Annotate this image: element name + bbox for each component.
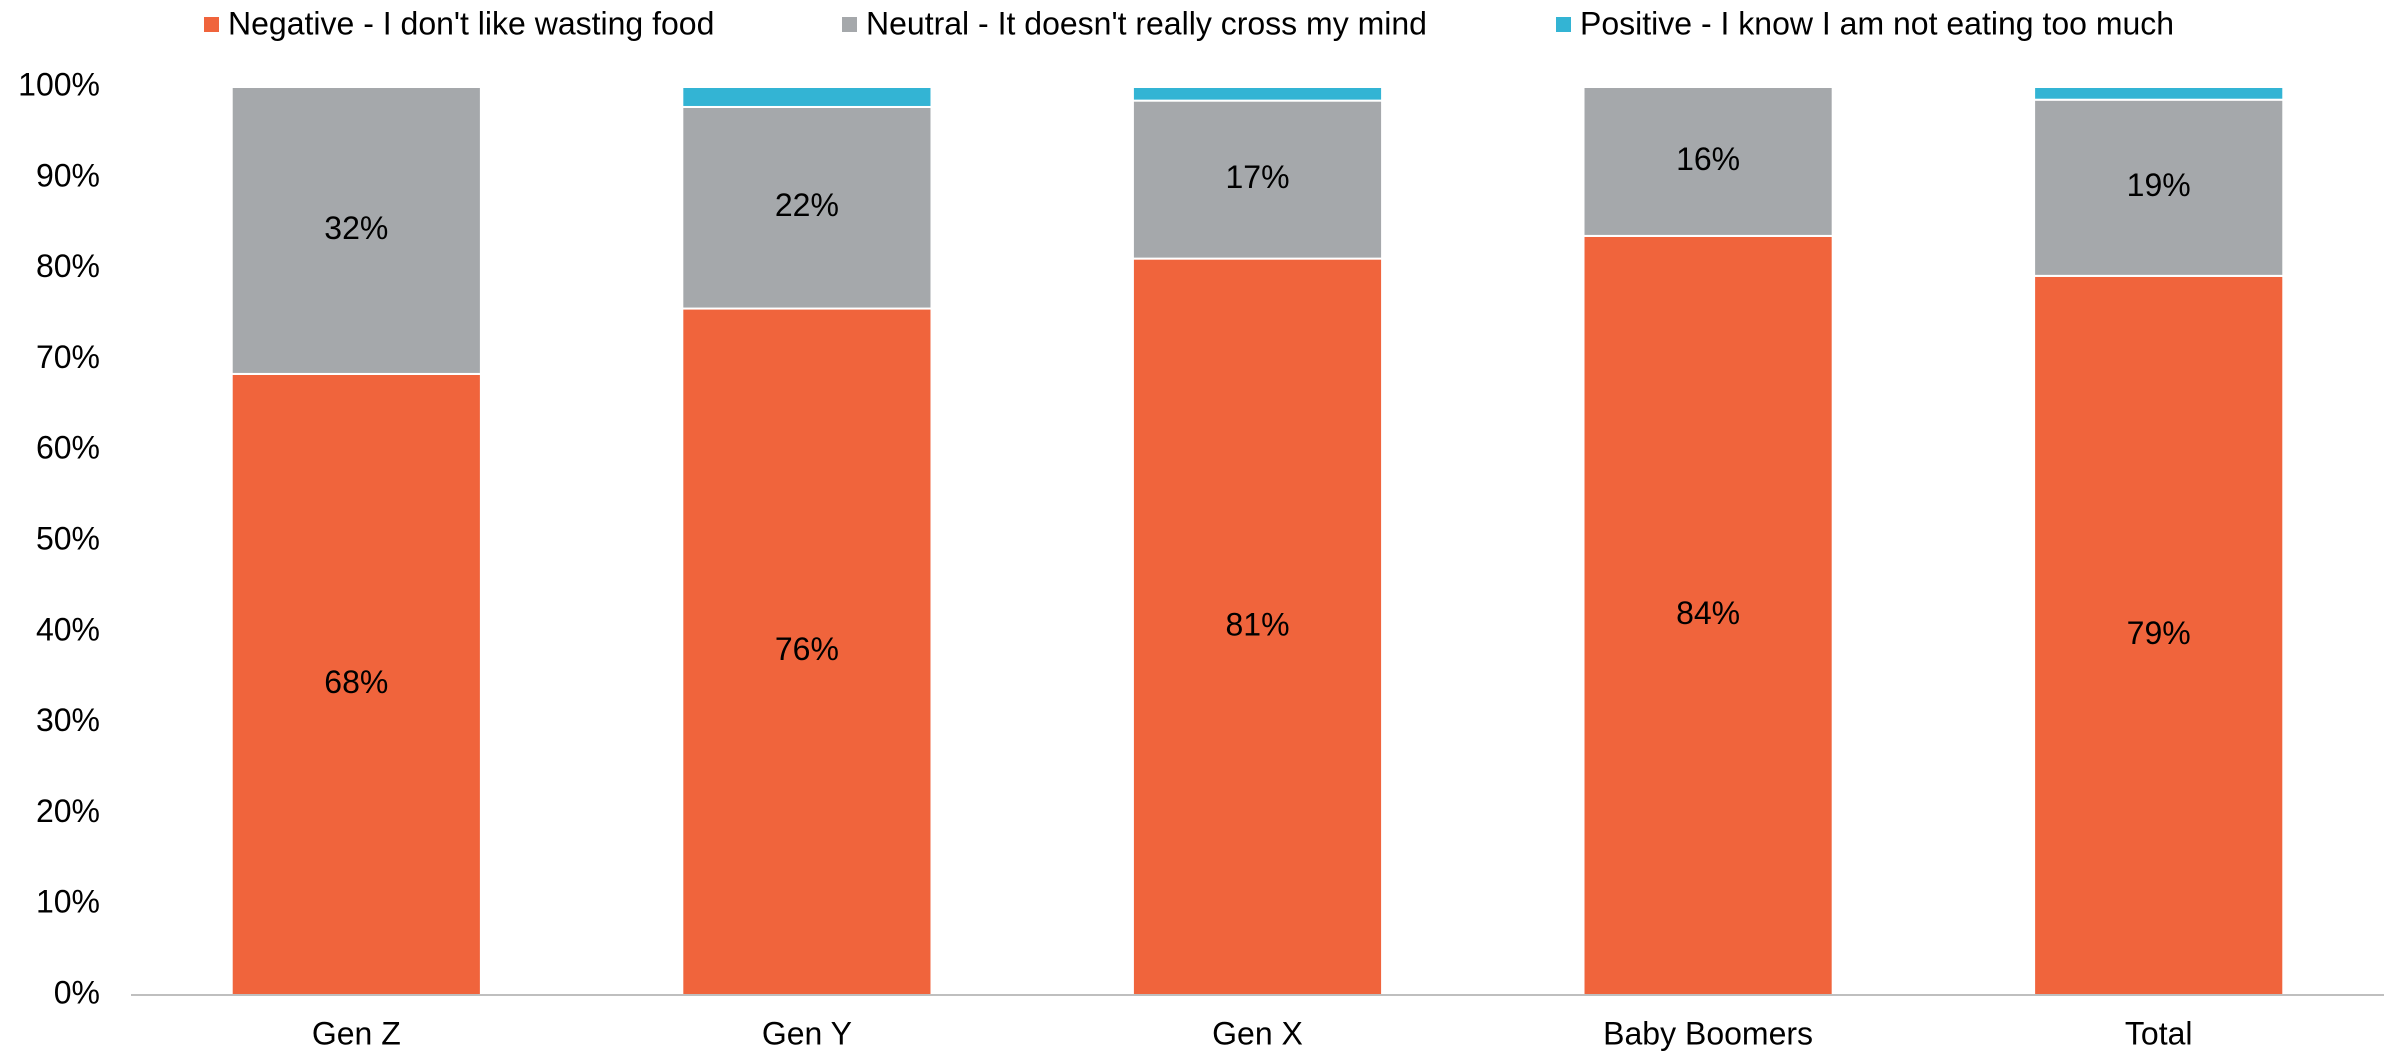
- data-label: 32%: [324, 210, 388, 246]
- y-tick-label: 50%: [36, 520, 100, 556]
- x-tick-label: Gen X: [1212, 1015, 1303, 1051]
- bar-segment: [1131, 257, 1384, 996]
- data-label: 76%: [775, 631, 839, 667]
- y-tick-label: 70%: [36, 339, 100, 375]
- data-label: 81%: [1225, 606, 1289, 642]
- bar-segment: [681, 105, 933, 310]
- bar-segment: [1131, 99, 1384, 260]
- bar-segment: [1582, 234, 1834, 997]
- y-tick-label: 20%: [36, 793, 100, 829]
- bar-segment: [681, 86, 933, 108]
- y-tick-label: 40%: [36, 611, 100, 647]
- legend-swatch: [842, 17, 857, 32]
- x-tick-label: Total: [2125, 1015, 2193, 1051]
- data-label: 16%: [1676, 141, 1740, 177]
- y-tick-label: 80%: [36, 248, 100, 284]
- y-tick-label: 60%: [36, 430, 100, 466]
- bar-segment: [1131, 86, 1384, 102]
- x-tick-label: Gen Z: [312, 1015, 401, 1051]
- bar-segment: [2033, 86, 2285, 101]
- legend-label: Positive - I know I am not eating too mu…: [1580, 5, 2174, 41]
- data-label: 68%: [324, 664, 388, 700]
- data-label: 79%: [2127, 615, 2191, 651]
- bar-segment: [230, 86, 482, 375]
- bar-segment: [2033, 98, 2285, 277]
- y-tick-label: 0%: [54, 974, 100, 1010]
- x-tick-label: Baby Boomers: [1603, 1015, 1813, 1051]
- x-tick-label: Gen Y: [762, 1015, 852, 1051]
- data-label: 22%: [775, 187, 839, 223]
- data-label: 19%: [2127, 167, 2191, 203]
- bar-segment: [1582, 86, 1834, 237]
- data-label: 17%: [1225, 159, 1289, 195]
- legend-swatch: [204, 17, 219, 32]
- y-tick-label: 30%: [36, 702, 100, 738]
- y-tick-label: 90%: [36, 157, 100, 193]
- y-tick-label: 100%: [18, 66, 100, 102]
- legend-label: Neutral - It doesn't really cross my min…: [866, 5, 1427, 41]
- legend-label: Negative - I don't like wasting food: [228, 5, 714, 41]
- legend-swatch: [1556, 17, 1571, 32]
- data-label: 84%: [1676, 595, 1740, 631]
- y-tick-label: 10%: [36, 884, 100, 920]
- bar-segment: [230, 372, 482, 997]
